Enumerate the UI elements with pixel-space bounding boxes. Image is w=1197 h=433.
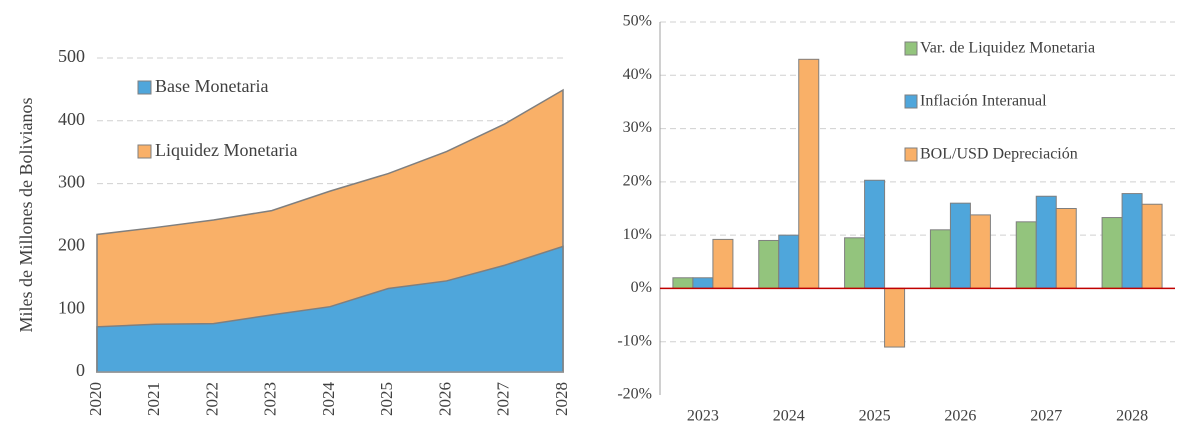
y-tick-label: 500: [58, 46, 85, 66]
y-tick-label: 0: [76, 360, 85, 380]
bar: [1121, 193, 1143, 289]
bar: [1035, 195, 1057, 289]
legend-label: BOL/USD Depreciación: [920, 146, 1078, 163]
bar: [712, 238, 734, 289]
x-tick-label: 2022: [202, 382, 221, 416]
bar: [1015, 221, 1037, 289]
x-tick-label: 2024: [773, 408, 805, 425]
y-tick-label: 100: [58, 297, 85, 317]
y-tick-label: 200: [58, 235, 85, 255]
legend-swatch: [904, 94, 918, 109]
bar: [1055, 208, 1077, 289]
x-tick-label: 2025: [377, 382, 396, 416]
bar: [864, 179, 886, 289]
x-tick-label: 2028: [1116, 408, 1148, 425]
y-tick-label: 400: [58, 109, 85, 129]
y-tick-label: 0%: [631, 279, 652, 296]
legend-label: Var. de Liquidez Monetaria: [920, 40, 1095, 57]
x-tick-label: 2023: [261, 382, 280, 416]
bar: [969, 214, 991, 289]
bar: [798, 58, 820, 289]
y-tick-label: 300: [58, 172, 85, 192]
bar: [758, 239, 780, 289]
x-tick-label: 2027: [494, 382, 513, 417]
x-tick-label: 2021: [144, 382, 163, 416]
x-tick-label: 2025: [859, 408, 891, 425]
legend-swatch: [137, 80, 152, 95]
bar: [778, 234, 800, 289]
legend-swatch: [904, 147, 918, 162]
legend-label: Liquidez Monetaria: [155, 140, 297, 160]
bar: [949, 202, 971, 289]
y-tick-label: 20%: [623, 173, 652, 190]
legend-label: Inflación Interanual: [920, 93, 1047, 110]
bar: [692, 277, 714, 289]
y-tick-label: 30%: [623, 119, 652, 136]
y-tick-label: -10%: [617, 332, 652, 349]
x-tick-label: 2024: [319, 382, 338, 417]
y-tick-label: 10%: [623, 226, 652, 243]
legend-label: Base Monetaria: [155, 76, 268, 96]
legend-swatch: [904, 41, 918, 56]
x-tick-label: 2026: [435, 382, 454, 416]
bar: [929, 229, 951, 289]
bar: [1101, 217, 1123, 289]
y-tick-label: -20%: [617, 386, 652, 403]
x-tick-label: 2026: [944, 408, 976, 425]
legend-swatch: [137, 144, 152, 159]
x-tick-label: 2020: [86, 382, 105, 416]
bar: [844, 237, 866, 289]
y-tick-label: 40%: [623, 66, 652, 83]
y-tick-label: 50%: [623, 13, 652, 30]
x-tick-label: 2027: [1030, 408, 1062, 425]
bar: [672, 277, 694, 289]
bar: [1141, 203, 1163, 289]
y-axis-label: Miles de Millones de Bolivianos: [16, 98, 36, 333]
bar: [884, 287, 906, 348]
x-tick-label: 2023: [687, 408, 719, 425]
area: [96, 245, 564, 373]
x-tick-label: 2028: [552, 382, 571, 416]
